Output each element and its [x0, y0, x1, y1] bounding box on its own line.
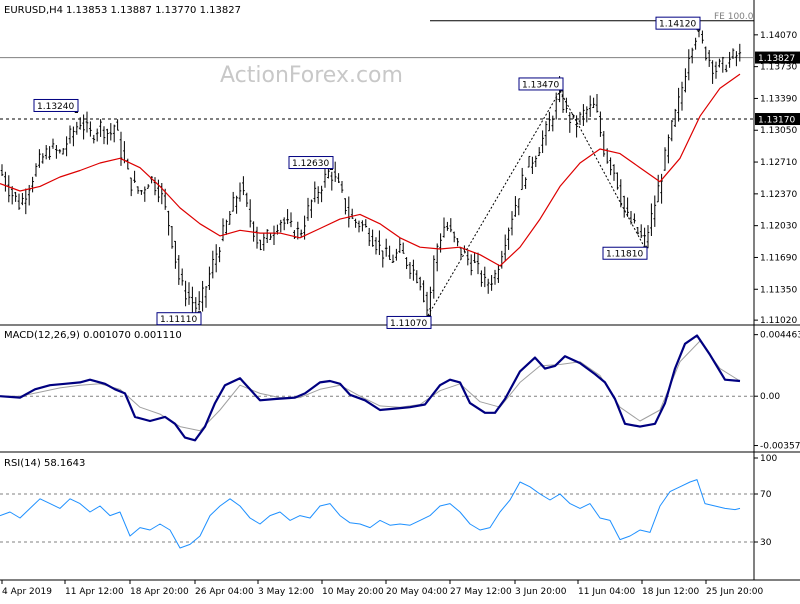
watermark: ActionForex.com: [220, 63, 403, 88]
x-tick-label: 4 Apr 2019: [2, 587, 52, 597]
x-tick-label: 10 May 20:00: [322, 587, 384, 597]
x-tick-label: 25 Jun 20:00: [706, 587, 763, 597]
fe-line-label: FE 100.0: [714, 12, 754, 22]
price-y-tick-label: 1.11020: [760, 316, 797, 326]
chart-ohlc: 1.13853 1.13887 1.13770 1.13827: [66, 5, 241, 16]
macd-line: [0, 334, 741, 442]
rsi-y-tick-label: 100: [760, 454, 777, 464]
rsi-line: [0, 479, 741, 549]
price-annotation: 1.11070: [386, 314, 432, 329]
x-tick-label: 11 Jun 04:00: [578, 587, 635, 597]
macd-y-ticks: 0.004463 0.00 -0.003576: [754, 331, 800, 452]
price-y-tick-label: 1.13050: [760, 126, 797, 136]
price-y-ticks: 1.14070 1.13730 1.13390 1.13050 1.12710 1.123…: [754, 31, 800, 326]
support-level-label: 1.13170: [758, 116, 795, 126]
price-annotation: 1.13470: [518, 77, 564, 92]
macd-y-tick-label: 0.00: [760, 392, 780, 402]
rsi-y-tick-label: 30: [760, 538, 772, 548]
projection-line: [559, 90, 645, 247]
x-tick-label: 18 Apr 20:00: [130, 587, 189, 597]
x-tick-label: 3 May 12:00: [258, 587, 314, 597]
x-tick-label: 18 Jun 12:00: [642, 587, 699, 597]
annotation-box: [33, 98, 79, 112]
price-annotation: 1.13240: [33, 98, 79, 113]
macd-y-tick-label: 0.004463: [760, 331, 800, 341]
annotation-box: [386, 315, 432, 329]
moving-average-line: [0, 73, 741, 267]
panel-frames: [0, 0, 800, 581]
x-axis-ticks: 4 Apr 2019 11 Apr 12:00 18 Apr 20:00 26 Apr…: [1, 580, 763, 597]
macd-title: MACD(12,26,9) 0.001070 0.001110: [4, 330, 182, 341]
price-layer: FE 100.0 1.13240 1.11110 1.12630 1.11070 1.13…: [0, 12, 754, 329]
x-tick-label: 20 May 04:00: [386, 587, 448, 597]
price-y-tick-label: 1.12710: [760, 158, 797, 168]
x-tick-label: 26 Apr 04:00: [195, 587, 254, 597]
annotation-box: [602, 246, 648, 260]
x-tick-label: 27 May 12:00: [450, 587, 512, 597]
current-price-box: [755, 51, 800, 64]
price-annotation: 1.12630: [288, 156, 334, 171]
price-annotation: 1.14120: [655, 16, 701, 31]
annotation-box: [655, 16, 701, 30]
annotation-box: [288, 156, 334, 170]
price-y-tick-label: 1.12030: [760, 222, 797, 232]
x-tick-label: 11 Apr 12:00: [65, 587, 124, 597]
rsi-y-tick-label: 70: [760, 490, 772, 500]
rsi-layer: [0, 479, 754, 549]
price-y-tick-label: 1.12370: [760, 190, 797, 200]
projection-line: [427, 90, 561, 316]
annotation-label: 1.13470: [522, 80, 559, 90]
annotation-label: 1.11810: [606, 250, 643, 260]
price-annotation: 1.11810: [602, 245, 648, 260]
price-y-tick-label: 1.13390: [760, 94, 797, 104]
annotation-box: [518, 77, 564, 91]
support-level-box: [755, 113, 800, 126]
rsi-title: RSI(14) 58.1643: [4, 458, 85, 469]
price-y-tick-label: 1.14070: [760, 31, 797, 41]
current-price-label: 1.13827: [758, 54, 795, 64]
x-tick-label: 3 Jun 20:00: [515, 587, 567, 597]
macd-y-tick-label: -0.003576: [760, 442, 800, 452]
annotation-label: 1.14120: [659, 20, 696, 30]
chart-symbol: EURUSD,H4: [4, 5, 63, 16]
annotation-label: 1.11110: [160, 315, 197, 325]
price-annotation: 1.11110: [156, 311, 202, 326]
annotation-box: [156, 312, 202, 326]
price-y-tick-label: 1.11350: [760, 285, 797, 295]
annotation-label: 1.11070: [390, 319, 427, 329]
price-y-tick-label: 1.11690: [760, 253, 797, 263]
macd-layer: [0, 334, 754, 442]
price-y-tick-label: 1.13730: [760, 63, 797, 73]
annotation-label: 1.13240: [37, 102, 74, 112]
ohlc-bars: [0, 23, 742, 320]
annotation-label: 1.12630: [292, 159, 329, 169]
rsi-y-ticks: 100 70 30: [754, 454, 777, 548]
